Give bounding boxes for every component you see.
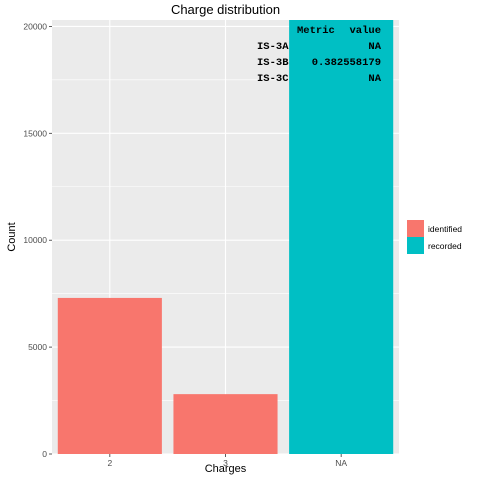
bar-3: [173, 394, 278, 454]
annotation-row-value: NA: [368, 73, 381, 85]
y-tick-label: 15000: [23, 128, 47, 138]
annotation-row-value: 0.382558179: [312, 57, 381, 69]
bar-2: [57, 297, 162, 454]
bars: [57, 20, 394, 454]
annotation-row-label: IS-3C: [257, 73, 289, 85]
y-tick-label: 0: [42, 449, 47, 459]
annotation-row-value: NA: [368, 41, 381, 53]
annotation-header-metric: Metric: [297, 25, 335, 37]
legend-label-recorded: recorded: [428, 241, 462, 251]
x-axis: 2 3 NA: [107, 454, 347, 468]
legend: identified recorded: [407, 220, 462, 254]
annotation-table: Metric value IS-3A NA IS-3B 0.382558179 …: [257, 25, 382, 85]
x-axis-title: Charges: [205, 463, 247, 475]
y-tick-label: 20000: [23, 21, 47, 31]
annotation-header-value: value: [349, 25, 381, 37]
legend-key-identified: [407, 220, 424, 237]
y-axis: 0 5000 10000 15000 20000: [23, 21, 52, 459]
y-axis-title: Count: [6, 222, 18, 251]
x-tick-label: 2: [107, 458, 112, 468]
y-tick-label: 10000: [23, 235, 47, 245]
x-tick-label: 3: [223, 458, 228, 468]
y-tick-label: 5000: [28, 342, 47, 352]
chart-title: Charge distribution: [171, 2, 280, 17]
legend-label-identified: identified: [428, 224, 462, 234]
annotation-row-label: IS-3A: [257, 41, 289, 53]
x-tick-label: NA: [335, 458, 347, 468]
legend-key-recorded: [407, 237, 424, 254]
annotation-row-label: IS-3B: [257, 57, 289, 69]
bar-NA: [289, 20, 394, 454]
